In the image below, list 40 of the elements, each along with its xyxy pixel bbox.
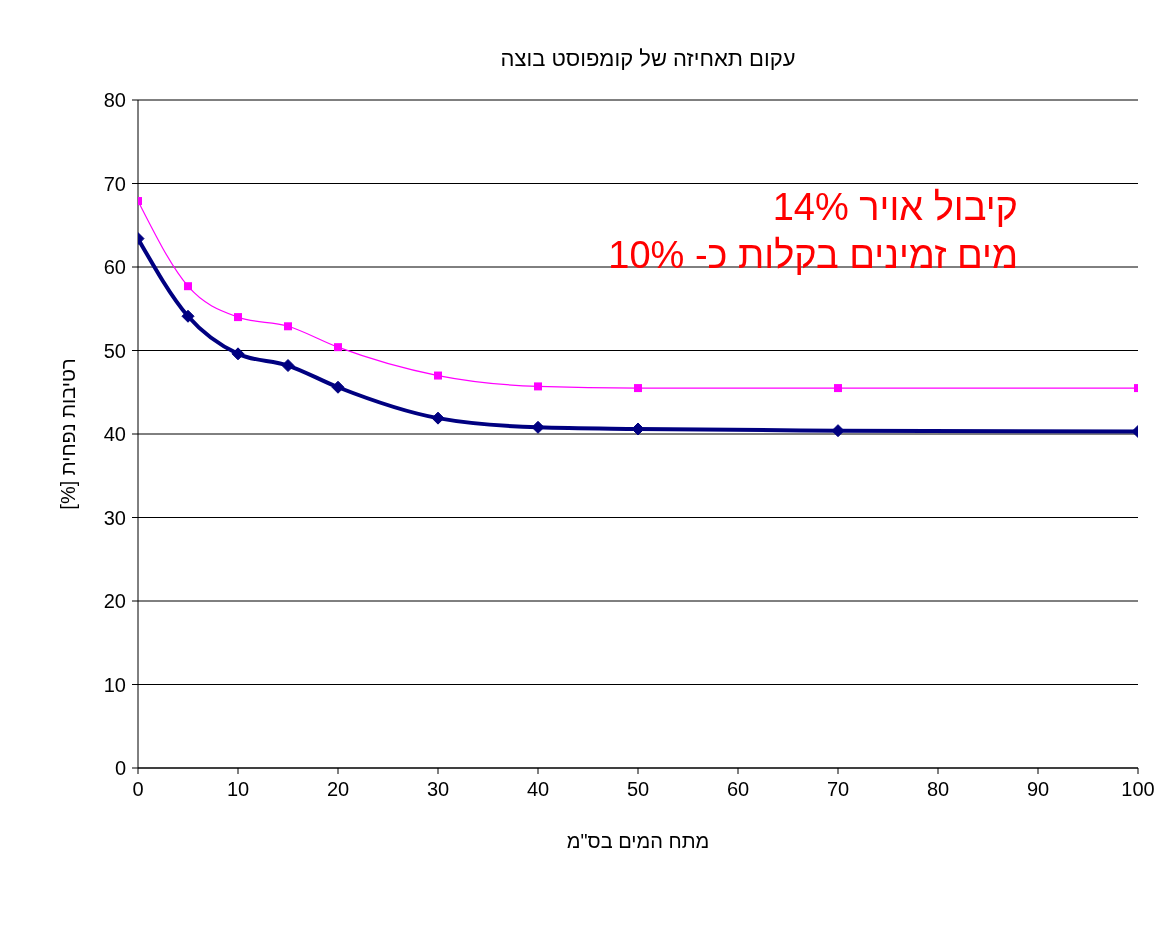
annotation: קיבול אויר 14% (772, 186, 1018, 229)
y-axis-title: רטיבות נפחית [%] (57, 358, 80, 510)
annotation: מים זמינים בקלות כ- 10% (608, 234, 1018, 277)
point (634, 384, 642, 393)
point (434, 371, 442, 380)
x-tick-label: 100 (1121, 778, 1155, 801)
y-tick-label: 0 (114, 757, 126, 780)
x-tick-label: 10 (226, 778, 250, 801)
point (334, 343, 342, 352)
x-tick-label: 20 (326, 778, 350, 801)
point (834, 384, 842, 393)
x-tick-label: 60 (726, 778, 750, 801)
x-tick-label: 30 (426, 778, 450, 801)
x-axis-title: מתח המים בס"מ (566, 830, 710, 852)
y-tick-label: 50 (103, 339, 126, 362)
point (431, 411, 445, 425)
point (281, 359, 295, 373)
point (534, 382, 542, 391)
y-tick-label: 70 (103, 172, 126, 195)
y-tick-label: 20 (103, 590, 126, 613)
point (284, 322, 292, 331)
x-tick-label: 40 (526, 778, 550, 801)
chart-title: עקום תאחיזה של קומפוסט בוצה (499, 46, 797, 72)
point (331, 380, 345, 394)
y-tick-label: 10 (103, 673, 126, 696)
point (231, 347, 245, 361)
point (831, 424, 845, 438)
point (234, 313, 242, 322)
point (531, 420, 545, 434)
y-tick-label: 40 (103, 423, 126, 446)
x-tick-label: 80 (926, 778, 950, 801)
y-tick-label: 30 (103, 506, 126, 529)
point (181, 309, 195, 323)
x-tick-label: 0 (132, 778, 144, 801)
y-tick-label: 80 (103, 89, 126, 112)
x-tick-label: 90 (1026, 778, 1050, 801)
x-tick-label: 50 (626, 778, 650, 801)
x-tick-label: 70 (826, 778, 850, 801)
y-tick-label: 60 (103, 256, 126, 279)
point (184, 282, 192, 291)
